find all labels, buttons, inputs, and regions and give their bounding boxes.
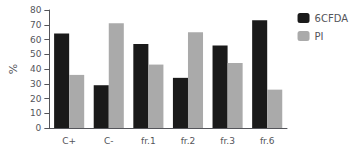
svg-text:fr.2: fr.2 (181, 136, 196, 146)
svg-text:80: 80 (30, 5, 42, 15)
svg-text:fr.3: fr.3 (220, 136, 235, 146)
svg-text:40: 40 (30, 64, 42, 74)
svg-text:PI: PI (315, 31, 324, 42)
svg-text:6CFDA: 6CFDA (315, 13, 349, 24)
svg-text:fr.1: fr.1 (141, 136, 156, 146)
svg-text:0: 0 (36, 123, 42, 133)
svg-text:30: 30 (30, 79, 42, 89)
svg-text:C+: C+ (62, 136, 76, 146)
svg-text:fr.6: fr.6 (260, 136, 275, 146)
svg-text:10: 10 (30, 108, 42, 118)
svg-text:%: % (7, 64, 20, 74)
svg-text:20: 20 (30, 94, 42, 104)
svg-text:60: 60 (30, 35, 42, 45)
svg-text:C-: C- (104, 136, 114, 146)
svg-text:70: 70 (30, 20, 42, 30)
svg-text:50: 50 (30, 49, 42, 59)
